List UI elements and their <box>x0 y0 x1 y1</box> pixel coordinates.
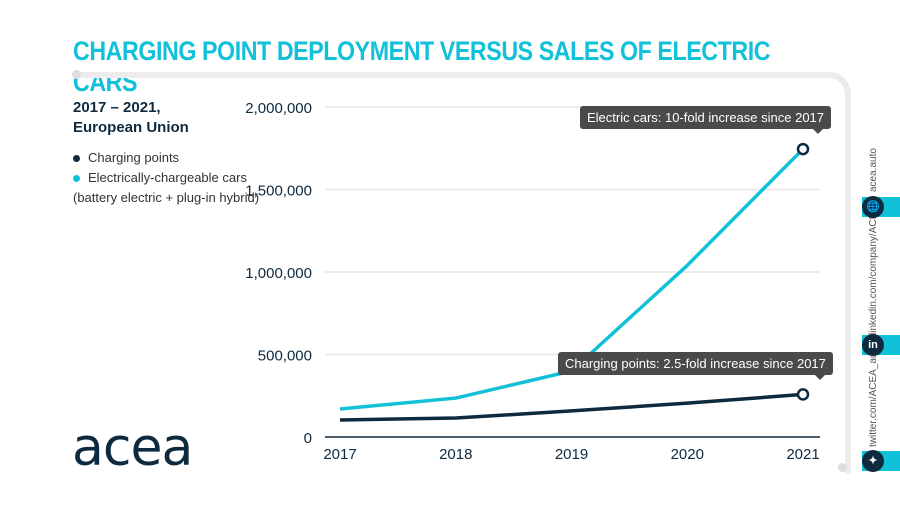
twitter-icon: ✦ <box>862 450 884 472</box>
website-link[interactable]: acea.auto <box>868 148 879 192</box>
data-point-end <box>796 388 810 401</box>
y-tick-label: 1,000,000 <box>245 265 312 282</box>
legend-marker-charging <box>73 155 80 163</box>
twitter-link[interactable]: twitter.com/ACEA_auto <box>868 344 879 447</box>
linkedin-badge[interactable]: in <box>862 334 900 356</box>
x-tick-label: 2017 <box>323 446 356 463</box>
legend-charging: Charging points <box>73 148 259 168</box>
subtitle: 2017 – 2021, European Union <box>73 98 189 138</box>
linkedin-link[interactable]: linkedin.com/company/ACEA/ <box>868 203 879 335</box>
twitter-badge[interactable]: ✦ <box>862 450 900 472</box>
acea-logo: acea <box>72 418 193 478</box>
x-tick-label: 2019 <box>555 446 588 463</box>
annotation-charging: Charging points: 2.5-fold increase since… <box>558 352 833 380</box>
subtitle-region: European Union <box>73 119 189 136</box>
series-line-charging <box>339 392 804 422</box>
globe-icon: 🌐 <box>862 196 884 218</box>
data-point-end <box>796 142 810 156</box>
subtitle-period: 2017 – 2021, <box>73 99 161 116</box>
website-badge[interactable]: 🌐 <box>862 196 900 218</box>
legend: Charging points Electrically-chargeable … <box>73 148 259 208</box>
legend-label: Electrically-chargeable cars <box>88 170 247 185</box>
legend-marker-cars <box>73 175 80 183</box>
x-tick-label: 2021 <box>786 446 819 463</box>
x-tick-label: 2018 <box>439 446 472 463</box>
frame-dot <box>838 463 847 472</box>
legend-note: (battery electric + plug-in hybrid) <box>73 190 260 205</box>
y-tick-label: 1,500,000 <box>245 183 312 200</box>
y-tick-label: 0 <box>304 430 312 447</box>
frame-decoration <box>75 72 851 474</box>
legend-label: Charging points <box>88 150 180 165</box>
frame-dot <box>72 70 81 79</box>
logo-text: acea <box>72 418 193 478</box>
annotation-cars: Electric cars: 10-fold increase since 20… <box>580 106 832 134</box>
y-tick-label: 500,000 <box>258 348 312 365</box>
linkedin-icon: in <box>862 334 884 356</box>
legend-cars: Electrically-chargeable cars <box>73 168 259 188</box>
y-tick-label: 2,000,000 <box>245 100 312 117</box>
x-tick-label: 2020 <box>671 446 704 463</box>
